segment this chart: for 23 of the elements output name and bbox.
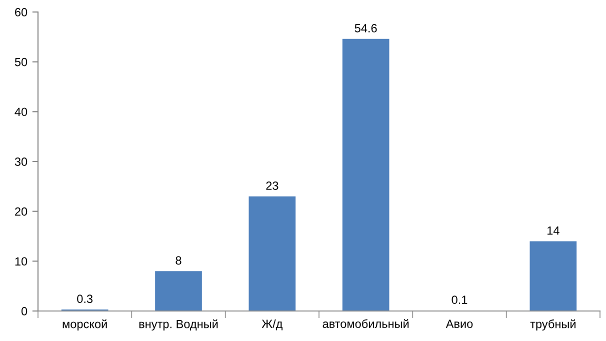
x-tick-label: морской [62, 319, 107, 331]
y-tick-label: 10 [15, 257, 28, 266]
y-tick-label: 60 [15, 8, 28, 16]
x-tick-label: внутр. Водный [139, 319, 218, 331]
data-label: 0.1 [452, 296, 468, 304]
x-tick-label: автомобильный [322, 319, 409, 328]
data-label: 8 [176, 256, 182, 265]
y-tick-label: 40 [14, 108, 28, 116]
x-tick-label: трубный [530, 319, 576, 331]
bar [155, 271, 202, 311]
y-tick-label: 0 [21, 307, 28, 316]
x-tick-label: Авио [446, 320, 473, 328]
data-label: 0.3 [77, 294, 93, 304]
data-label: 23 [266, 182, 278, 190]
y-tick-label: 30 [14, 158, 28, 166]
data-label: 14 [548, 226, 560, 235]
data-label: 54.6 [354, 24, 377, 32]
y-tick-label: 50 [14, 58, 28, 66]
bar [248, 196, 296, 311]
y-tick-label: 20 [15, 207, 28, 216]
x-tick-label: Ж/д [262, 319, 282, 330]
bar [530, 241, 577, 311]
bar [342, 38, 390, 311]
